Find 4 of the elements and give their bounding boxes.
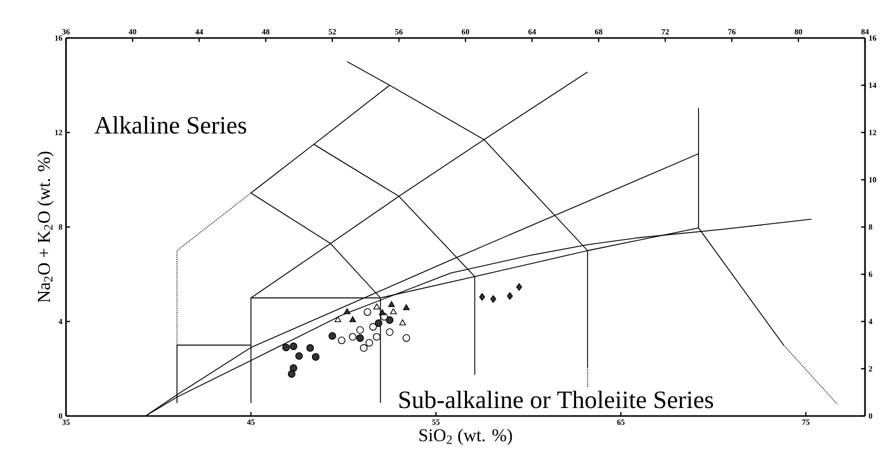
x-axis-title: SiO$_{2}$ (wt. %)	[419, 428, 512, 445]
y-axis-title: Na$_{2}$O + K$_{2}$O (wt. %)	[37, 152, 54, 303]
annotation: Alkaline Series	[94, 116, 246, 134]
annotation: Sub-alkaline or Tholeiite Series	[399, 390, 714, 408]
